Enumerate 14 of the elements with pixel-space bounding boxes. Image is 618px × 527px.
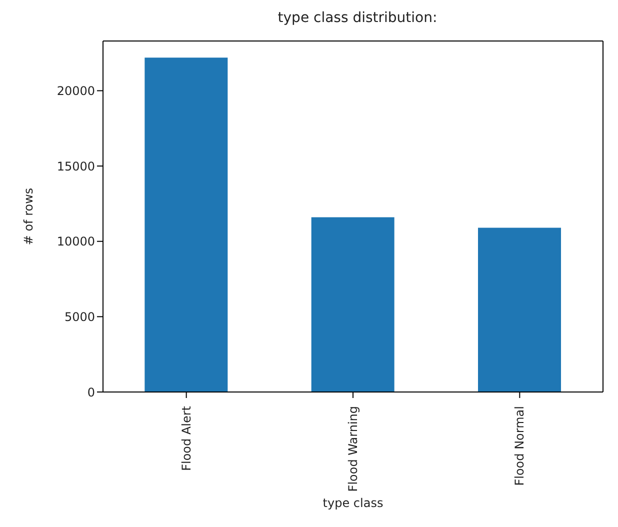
y-tick-label: 0 bbox=[87, 385, 95, 400]
bar bbox=[144, 58, 228, 392]
bar bbox=[478, 228, 561, 392]
x-tick-label: Flood Warning bbox=[346, 406, 360, 492]
y-axis-title: # of rows bbox=[21, 188, 36, 246]
y-tick-label: 20000 bbox=[56, 84, 95, 98]
bar bbox=[311, 217, 394, 392]
x-tick-label: Flood Alert bbox=[179, 406, 194, 471]
chart-title: type class distribution: bbox=[276, 10, 438, 26]
y-tick-label: 5000 bbox=[64, 310, 95, 324]
y-tick-label: 15000 bbox=[56, 159, 95, 174]
y-tick-label: 10000 bbox=[56, 234, 95, 249]
x-axis-title: type class bbox=[322, 496, 384, 510]
x-tick-label: Flood Normal bbox=[512, 406, 527, 486]
